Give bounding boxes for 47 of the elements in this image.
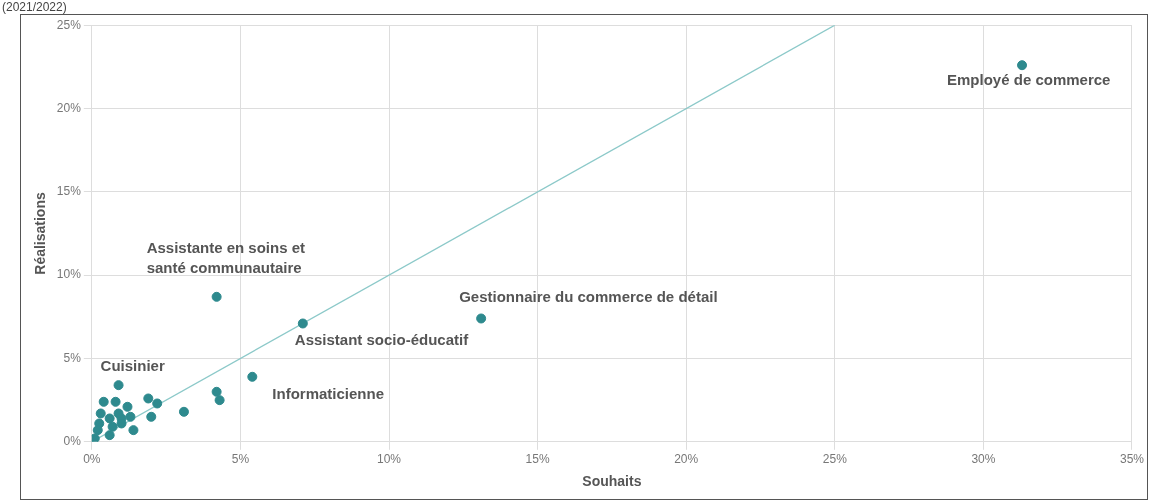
point: [152, 398, 163, 409]
chart-subtitle: (2021/2022): [2, 0, 67, 14]
x-tick-label: 0%: [83, 452, 101, 467]
point: [113, 380, 124, 391]
annotation: Assistante en soins et santé communautaire: [146, 238, 306, 276]
point: [107, 421, 118, 432]
point: [113, 408, 124, 419]
point: [91, 433, 100, 442]
x-tick-label: 25%: [822, 452, 848, 467]
y-tick-label: 0%: [63, 434, 82, 449]
annotation: Informaticienne: [272, 384, 384, 402]
x-tick-label: 15%: [525, 452, 550, 467]
y-tick-label: 10%: [56, 267, 82, 282]
point: [211, 291, 222, 302]
y-tick-label: 15%: [56, 184, 82, 199]
y-tick-label: 5%: [63, 350, 82, 365]
x-tick-label: 20%: [674, 452, 699, 467]
point: [1017, 60, 1028, 71]
point: [110, 396, 121, 407]
point: [297, 318, 308, 329]
point: [125, 411, 136, 422]
annotation: Employé de commerce: [947, 71, 1111, 89]
annotation: Cuisinier: [100, 357, 165, 375]
point: [143, 393, 154, 404]
point: [214, 395, 225, 406]
point: [247, 371, 258, 382]
point: [122, 401, 133, 412]
y-tick-label: 25%: [56, 17, 82, 32]
point: [98, 396, 109, 407]
point: [146, 411, 157, 422]
point: [178, 406, 189, 417]
x-tick-label: 30%: [971, 452, 996, 467]
annotation: Gestionnaire du commerce de détail: [459, 288, 718, 306]
x-axis-title: Souhaits: [582, 473, 642, 490]
point: [95, 408, 106, 419]
point: [104, 413, 115, 424]
y-axis-title: Réalisations: [32, 192, 49, 275]
x-tick-label: 10%: [376, 452, 402, 467]
point: [211, 386, 222, 397]
x-tick-label: 35%: [1119, 452, 1145, 467]
point: [476, 313, 487, 324]
point: [104, 430, 115, 441]
point: [128, 425, 139, 436]
x-tick-label: 5%: [231, 452, 250, 467]
y-tick-label: 20%: [56, 100, 82, 115]
point: [92, 425, 103, 436]
annotation: Assistant socio-éducatif: [294, 331, 470, 349]
